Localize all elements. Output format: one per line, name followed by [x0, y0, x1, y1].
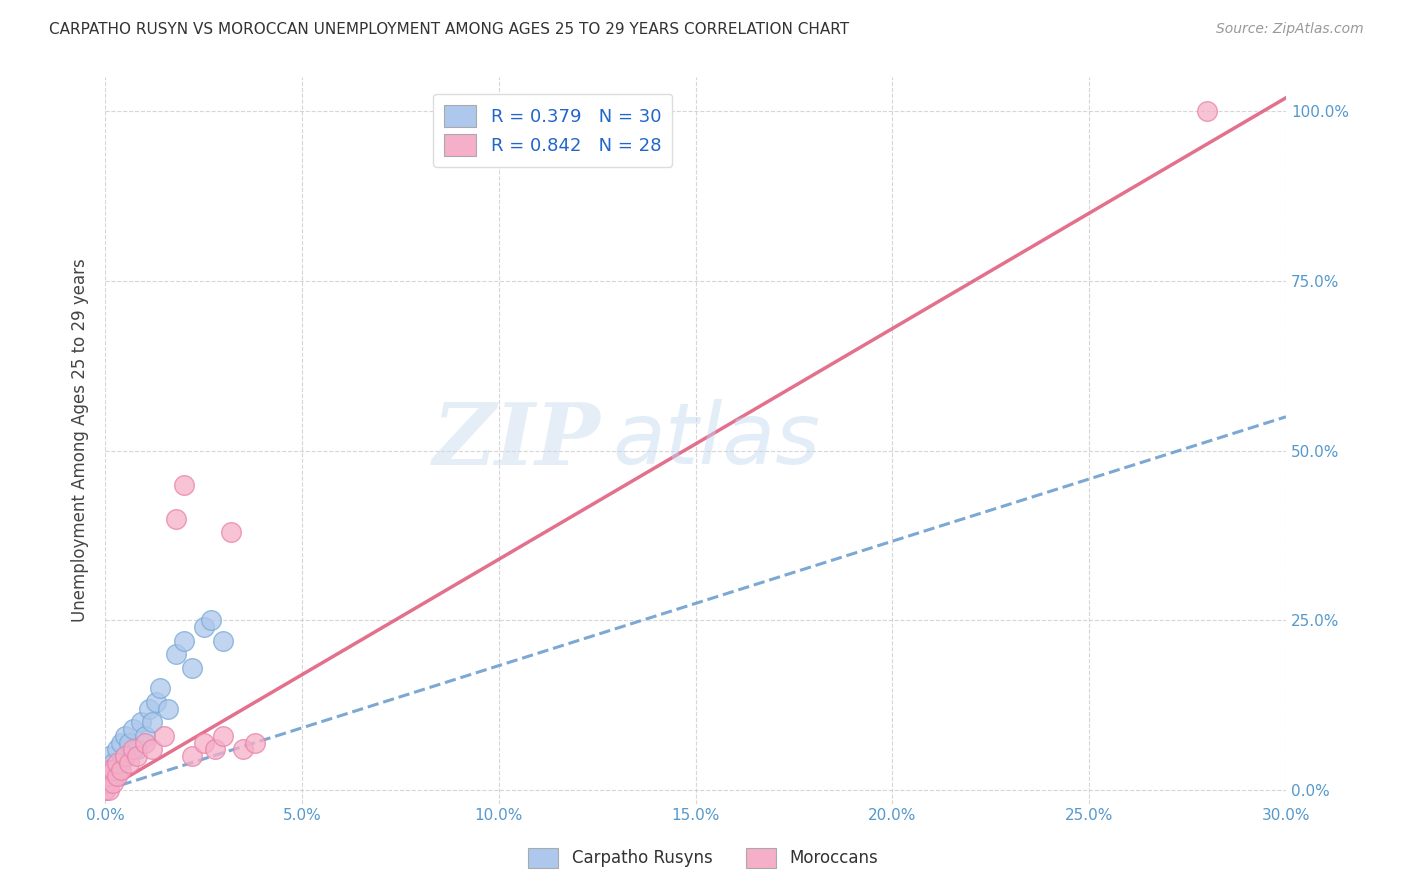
Text: ZIP: ZIP — [433, 399, 602, 483]
Point — [98, 763, 121, 777]
Point — [141, 742, 163, 756]
Point — [153, 729, 176, 743]
Point — [101, 776, 124, 790]
Point — [180, 749, 202, 764]
Point — [118, 756, 141, 770]
Point — [129, 715, 152, 730]
Point — [134, 735, 156, 749]
Point — [94, 776, 117, 790]
Point — [98, 776, 121, 790]
Point — [110, 763, 132, 777]
Point — [219, 525, 242, 540]
Point — [114, 749, 136, 764]
Legend: R = 0.379   N = 30, R = 0.842   N = 28: R = 0.379 N = 30, R = 0.842 N = 28 — [433, 94, 672, 167]
Point — [165, 648, 187, 662]
Point — [101, 763, 124, 777]
Point — [125, 742, 148, 756]
Point — [118, 735, 141, 749]
Point — [105, 756, 128, 770]
Point — [101, 769, 124, 783]
Point — [173, 633, 195, 648]
Text: CARPATHO RUSYN VS MOROCCAN UNEMPLOYMENT AMONG AGES 25 TO 29 YEARS CORRELATION CH: CARPATHO RUSYN VS MOROCCAN UNEMPLOYMENT … — [49, 22, 849, 37]
Point — [134, 729, 156, 743]
Point — [193, 620, 215, 634]
Point — [98, 749, 121, 764]
Point — [98, 769, 121, 783]
Text: Source: ZipAtlas.com: Source: ZipAtlas.com — [1216, 22, 1364, 37]
Point — [212, 633, 235, 648]
Point — [101, 756, 124, 770]
Point — [149, 681, 172, 696]
Point — [212, 729, 235, 743]
Point — [114, 729, 136, 743]
Point — [243, 735, 266, 749]
Point — [105, 763, 128, 777]
Point — [94, 769, 117, 783]
Point — [138, 701, 160, 715]
Point — [200, 613, 222, 627]
Point — [121, 722, 143, 736]
Point — [165, 511, 187, 525]
Legend: Carpatho Rusyns, Moroccans: Carpatho Rusyns, Moroccans — [522, 841, 884, 875]
Point — [94, 769, 117, 783]
Text: atlas: atlas — [613, 399, 821, 482]
Point — [94, 776, 117, 790]
Point — [173, 477, 195, 491]
Point — [105, 769, 128, 783]
Point — [204, 742, 226, 756]
Point — [121, 742, 143, 756]
Point — [232, 742, 254, 756]
Point — [110, 756, 132, 770]
Point — [193, 735, 215, 749]
Point — [145, 695, 167, 709]
Y-axis label: Unemployment Among Ages 25 to 29 years: Unemployment Among Ages 25 to 29 years — [72, 259, 89, 623]
Point — [98, 763, 121, 777]
Point — [180, 661, 202, 675]
Point — [105, 742, 128, 756]
Point — [110, 735, 132, 749]
Point — [94, 783, 117, 797]
Point — [94, 783, 117, 797]
Point — [157, 701, 180, 715]
Point — [114, 749, 136, 764]
Point — [141, 715, 163, 730]
Point — [125, 749, 148, 764]
Point — [1197, 104, 1219, 119]
Point — [98, 783, 121, 797]
